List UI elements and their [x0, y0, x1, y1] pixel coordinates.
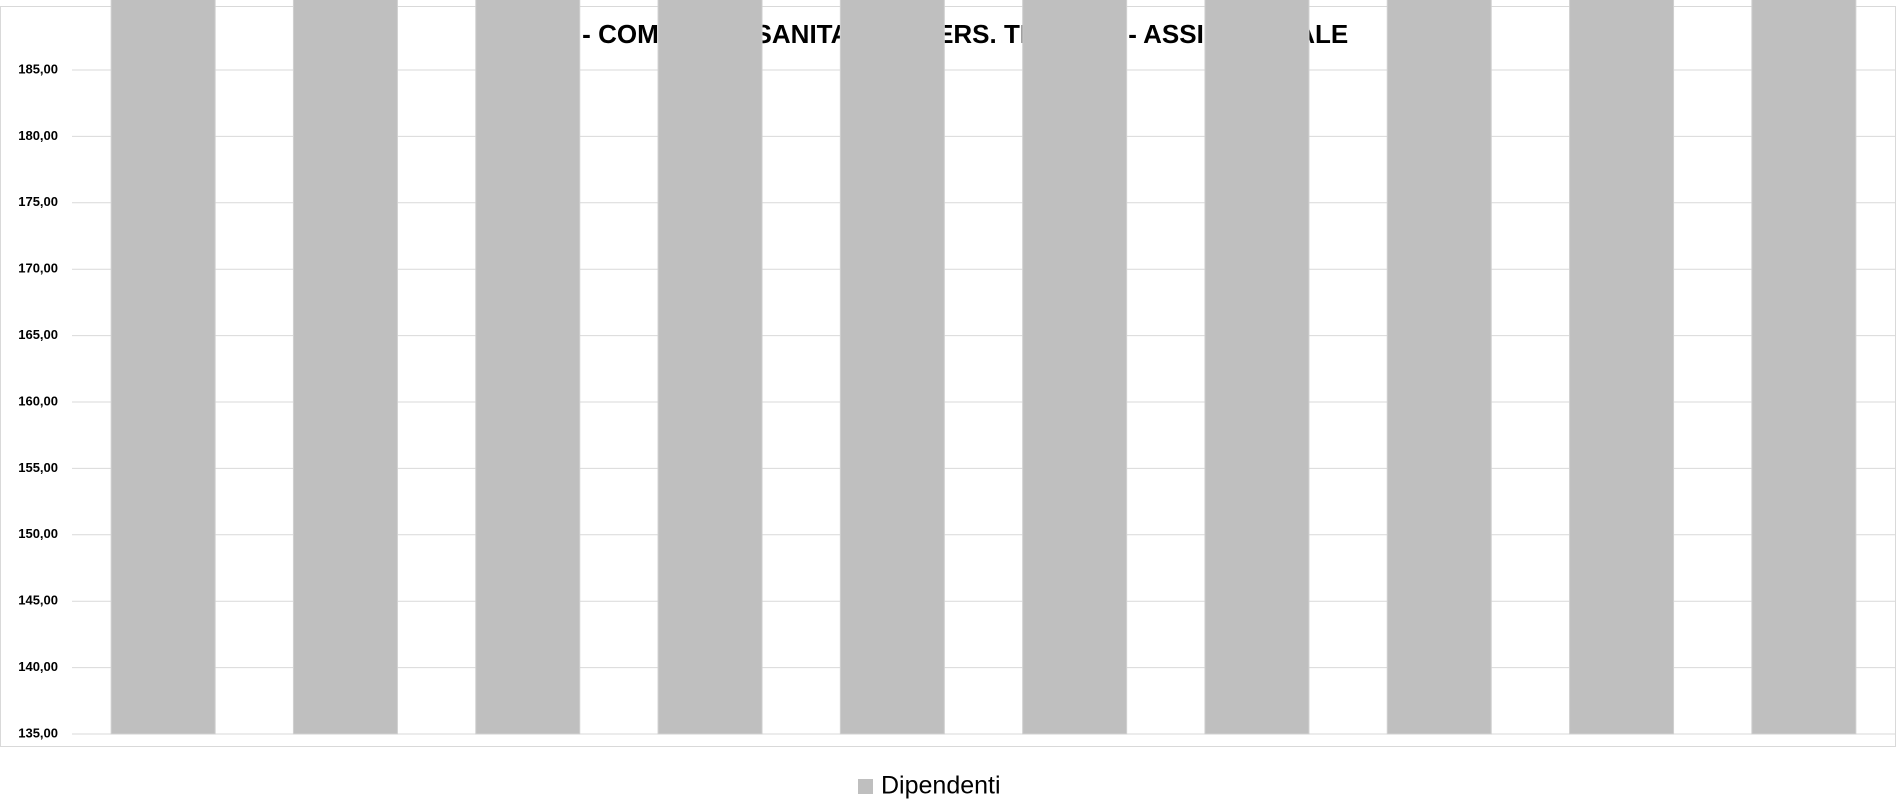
- y-tick-label: 150,00: [18, 526, 58, 541]
- y-tick-label: 175,00: [18, 194, 58, 209]
- y-tick-label: 170,00: [18, 261, 58, 276]
- bar: [1569, 0, 1675, 735]
- y-tick-label: 140,00: [18, 659, 58, 674]
- y-tick-label: 155,00: [18, 460, 58, 475]
- bar: [657, 0, 763, 735]
- bar: [1386, 0, 1492, 735]
- y-tick-label: 185,00: [18, 61, 58, 76]
- legend-label: Dipendenti: [881, 772, 1001, 800]
- legend-swatch: [858, 779, 873, 794]
- y-tick-label: 135,00: [18, 725, 58, 740]
- bar: [839, 0, 945, 735]
- y-tick-label: 160,00: [18, 393, 58, 408]
- y-tick-label: 180,00: [18, 128, 58, 143]
- bar: [292, 0, 398, 735]
- bar: [110, 0, 216, 735]
- bar: [475, 0, 581, 735]
- bar: [1751, 0, 1857, 735]
- bar: [1204, 0, 1310, 735]
- bar: [1022, 0, 1128, 735]
- y-tick-label: 165,00: [18, 327, 58, 342]
- y-tick-label: 145,00: [18, 593, 58, 608]
